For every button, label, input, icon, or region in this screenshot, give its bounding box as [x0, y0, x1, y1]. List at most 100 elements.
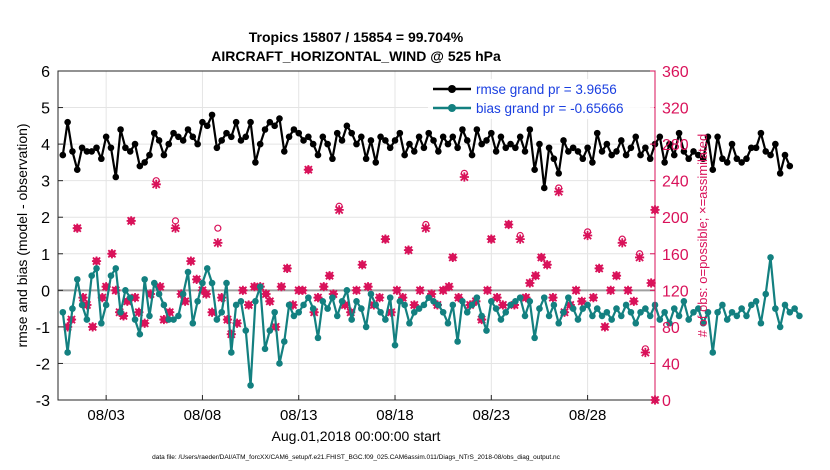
bias-point: [680, 298, 688, 305]
obs-assimilated-point: [97, 293, 107, 303]
bias-point: [415, 305, 423, 312]
legend-bias-label: bias grand pr = -0.65666: [476, 101, 623, 116]
obs-assimilated-point: [197, 285, 208, 295]
obs-assimilated-point: [201, 289, 211, 299]
obs-assimilated-point: [375, 293, 385, 303]
bias-point: [560, 308, 567, 316]
bias-point: [155, 290, 163, 298]
bias-point: [290, 312, 298, 320]
obs-assimilated-point: [582, 230, 593, 241]
bias-point: [772, 305, 779, 312]
obs-assimilated-point: [536, 252, 546, 263]
bias-point: [59, 308, 67, 316]
obs-assimilated-point: [504, 219, 514, 230]
bias-point: [565, 294, 572, 301]
bias-point: [521, 312, 529, 320]
obs-assimilated-point: [623, 285, 633, 295]
rmse-point: [723, 159, 731, 166]
rmse-point: [695, 151, 702, 159]
bias-point: [545, 312, 553, 320]
rmse-point: [261, 126, 269, 133]
obs-assimilated-point: [521, 293, 531, 303]
obs-assimilated-point: [328, 289, 338, 299]
obs-assimilated-point: [130, 293, 140, 303]
bias-point: [646, 312, 654, 320]
bias-point: [728, 308, 736, 316]
y-tick-label-right: 120: [662, 283, 689, 300]
bias-point: [406, 319, 413, 327]
bias-point: [516, 294, 524, 301]
rmse-point: [574, 148, 582, 155]
y-axis-label-right: # of obs: o=possible; ×=assimilated: [695, 134, 710, 337]
obs-assimilated-point: [265, 296, 275, 306]
bias-point: [175, 312, 182, 320]
bias-point: [242, 327, 250, 334]
obs-assimilated-point: [249, 282, 260, 292]
bias-point: [642, 305, 649, 312]
bias-point: [719, 301, 726, 309]
obs-assimilated-point: [554, 187, 564, 197]
obs-assimilated-point: [261, 289, 271, 299]
obs-assimilated-point: [88, 322, 98, 332]
rmse-point: [747, 144, 755, 152]
bias-point: [194, 298, 201, 305]
obs-assimilated-point: [453, 293, 464, 303]
bias-point: [300, 301, 307, 309]
obs-assimilated-point: [640, 347, 650, 358]
rmse-point: [637, 151, 644, 159]
bias-point: [126, 294, 134, 301]
rmse-point: [459, 126, 466, 133]
bias-point: [252, 298, 259, 305]
bias-point: [531, 334, 538, 342]
bias-point: [757, 319, 765, 327]
bias-point: [146, 312, 153, 320]
rmse-point: [295, 129, 303, 137]
y-tick-label-left: -2: [36, 356, 50, 373]
obs-assimilated-point: [63, 322, 73, 332]
y-tick-label-left: 4: [41, 137, 50, 154]
bias-point: [747, 301, 755, 309]
obs-assimilated-point: [297, 285, 308, 295]
y-tick-label-left: 2: [41, 210, 50, 227]
data-layer: [59, 111, 803, 405]
bias-point: [141, 276, 148, 283]
bias-point: [93, 265, 100, 272]
rmse-point: [78, 144, 86, 152]
bias-point: [280, 338, 288, 345]
rmse-point: [589, 159, 596, 166]
obs-assimilated-point: [421, 223, 431, 233]
grid: [58, 70, 655, 401]
rmse-point: [367, 137, 375, 144]
rmse-point: [391, 137, 399, 144]
bias-point: [150, 279, 158, 287]
bias-point: [637, 308, 644, 316]
obs-assimilated-point: [565, 300, 575, 310]
bias-point: [622, 301, 630, 309]
rmse-point: [690, 148, 697, 155]
obs-assimilated-point: [486, 234, 496, 244]
bias-point: [122, 287, 129, 294]
rmse-point: [685, 155, 693, 163]
rmse-point: [285, 133, 293, 141]
rmse-point: [117, 126, 124, 133]
rmse-point: [781, 151, 789, 159]
rmse-point: [271, 122, 278, 130]
rmse-point: [276, 115, 283, 122]
legend-box: [428, 79, 654, 119]
obs-assimilated-point: [122, 296, 132, 306]
bias-point: [88, 272, 96, 280]
rmse-point: [555, 170, 563, 177]
bias-point: [170, 316, 177, 323]
rmse-point: [617, 137, 625, 144]
bias-point: [743, 312, 750, 320]
bias-point: [507, 301, 514, 309]
bias-point: [102, 301, 110, 309]
rmse-point: [521, 148, 529, 155]
bias-point: [704, 308, 712, 316]
obs-assimilated-point: [571, 285, 581, 295]
rmse-point: [305, 133, 312, 141]
rmse-point: [98, 155, 105, 163]
y-tick-label-left: 6: [41, 64, 50, 81]
bias-point: [382, 316, 389, 323]
rmse-point: [353, 140, 360, 148]
